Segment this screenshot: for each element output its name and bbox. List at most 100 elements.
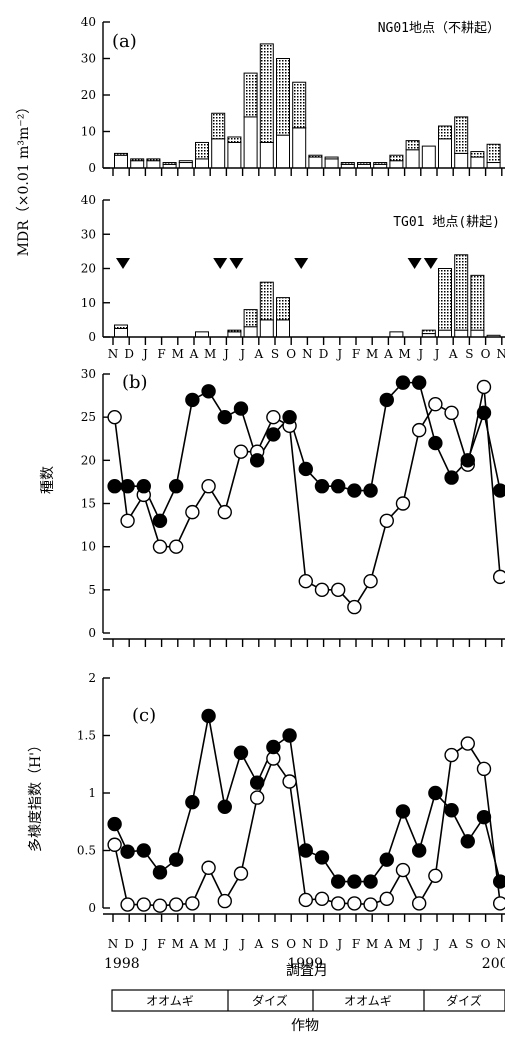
b-point-filled [107, 479, 122, 494]
c-point-filled [185, 795, 200, 810]
a-ng01-bar-open [324, 158, 339, 169]
crop-segment: オオムギ [146, 994, 194, 1008]
a-tg01-bar-dotted [454, 254, 469, 331]
a-tg01-bar-dotted [438, 268, 452, 331]
a-x-tick-label: A [383, 347, 393, 361]
c-x-tick-label: A [253, 937, 263, 951]
c-x-tick-label: J [433, 937, 440, 951]
b-y-tick-label: 20 [81, 453, 96, 467]
c-point-filled [266, 739, 281, 755]
b-point-filled [395, 375, 411, 390]
c-point-open [379, 891, 394, 906]
a-x-tick-label: M [398, 347, 410, 361]
a-ng01-bar-dotted [243, 72, 258, 118]
a-tg01-bar-dotted [243, 309, 258, 328]
a-ng01-bar-open [211, 138, 226, 169]
c-point-filled [492, 874, 505, 889]
c-point-filled [330, 874, 346, 889]
a-ng01-bar-dotted [308, 154, 323, 158]
b-point-open [298, 574, 313, 589]
c-point-filled [233, 745, 249, 760]
a-x-tick-label: N [302, 347, 313, 361]
c-point-filled [411, 843, 427, 858]
c-point-filled [249, 775, 265, 790]
c-point-filled [201, 708, 216, 724]
b-point-open [395, 496, 411, 511]
b-y-tick-label: 0 [88, 626, 96, 640]
c-point-filled [395, 804, 411, 819]
c-x-tick-label: A [189, 937, 199, 951]
a-x-tick-label: N [108, 347, 119, 361]
ylabel-a: MDR（×0.01 m³m⁻²） [16, 100, 32, 257]
b-point-open [428, 397, 443, 412]
a-ng01-bar-dotted [470, 151, 485, 158]
b-point-filled [492, 483, 505, 498]
b-point-filled [314, 479, 330, 494]
ylabel-c: 多様度指数（H'） [27, 738, 44, 852]
c-point-filled [282, 728, 297, 743]
a-ng01-bar-open [130, 160, 145, 169]
a-tg01-bar-open [438, 329, 452, 338]
b-y-tick-label: 15 [81, 497, 96, 511]
a-tg01-y-tick-label: 0 [88, 330, 96, 344]
a-tg01-y-tick-label: 40 [81, 193, 96, 207]
c-y-tick-label: 2 [88, 671, 96, 685]
a-x-tick-label: N [497, 347, 505, 361]
panel-label-c: (c) [132, 705, 156, 726]
a-x-tick-label: O [286, 347, 296, 361]
site-label-ng01: NG01地点（不耕起） [378, 20, 500, 36]
c-point-filled [120, 844, 135, 859]
a-tg01-bar-open [243, 326, 258, 338]
b-point-filled [152, 513, 168, 528]
c-y-tick-label: 1 [88, 786, 96, 800]
crop-label: 作物 [291, 1018, 319, 1034]
a-tg01-y-tick-label: 20 [81, 262, 96, 276]
b-point-filled [185, 392, 200, 408]
b-point-filled [347, 483, 362, 498]
a-x-tick-label: M [172, 347, 184, 361]
c-point-filled [444, 803, 459, 818]
b-point-filled [379, 392, 394, 408]
a-x-tick-label: A [253, 347, 263, 361]
a-ng01-bar-dotted [438, 125, 452, 140]
a-tg01-bar-dotted [276, 297, 290, 321]
crop-bar-frame [111, 989, 505, 1012]
b-point-open [492, 569, 505, 585]
a-ng01-bar-open [146, 160, 161, 169]
c-point-filled [428, 785, 443, 801]
b-point-open [379, 513, 394, 528]
c-y-tick-label: 1.5 [77, 729, 96, 743]
a-ng01-y-tick-label: 40 [81, 15, 96, 29]
c-point-open [217, 893, 232, 909]
c-x-tick-label: M [172, 937, 184, 951]
b-point-filled [411, 375, 427, 390]
a-ng01-bar-dotted [324, 156, 339, 160]
a-ng01-bar-open [114, 154, 128, 169]
c-point-open [476, 761, 492, 777]
c-point-filled [476, 809, 492, 825]
c-x-tick-label: A [383, 937, 393, 951]
a-ng01-bar-dotted [486, 143, 501, 164]
crop-bar: オオムギ ダイズ オオムギ ダイズ 作物 [111, 989, 505, 1034]
b-point-filled [330, 479, 346, 494]
a-ng01-bar-open [454, 152, 469, 169]
a-ng01-bar-dotted [276, 58, 290, 136]
tillage-marker [229, 258, 244, 269]
b-point-filled [363, 483, 378, 498]
c-point-open [395, 862, 411, 878]
c-point-filled [298, 843, 313, 858]
c-x-tick-label: M [204, 937, 216, 951]
a-x-tick-label: S [465, 347, 473, 361]
tillage-marker [213, 258, 228, 269]
a-ng01-bar-open [259, 141, 274, 169]
b-point-open [185, 504, 200, 520]
b-y-tick-label: 30 [81, 367, 96, 381]
a-tg01-bar-dotted [470, 274, 485, 331]
a-x-tick-label: J [433, 347, 440, 361]
a-tg01-bar-dotted [114, 324, 128, 329]
c-point-filled [168, 852, 184, 867]
c-x-tick-label: N [108, 937, 119, 951]
b-point-open [314, 582, 330, 598]
c-point-open [233, 866, 249, 881]
